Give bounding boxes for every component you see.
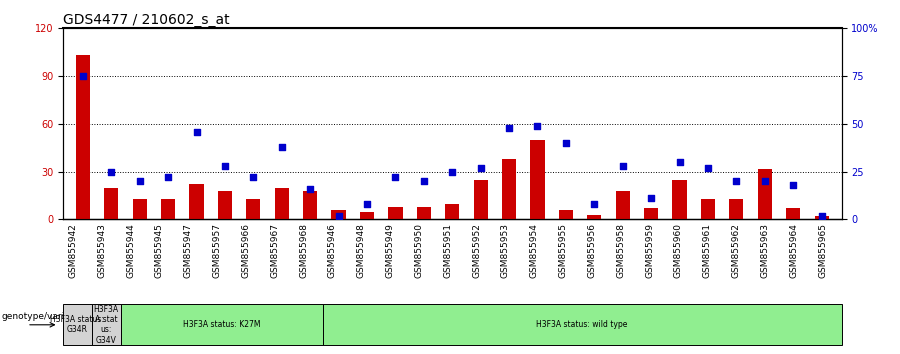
Text: GDS4477 / 210602_s_at: GDS4477 / 210602_s_at (63, 13, 230, 27)
Bar (530, 140, 544, 219)
Point (814, 213, 829, 218)
Bar (758, 169, 772, 219)
Bar (814, 216, 829, 219)
Bar (446, 204, 459, 219)
Point (758, 178, 772, 184)
Point (473, 165, 488, 171)
Bar (672, 179, 687, 219)
Text: GSM855965: GSM855965 (818, 223, 827, 278)
Bar (729, 199, 743, 219)
Text: GSM855948: GSM855948 (356, 223, 365, 278)
Bar (132, 199, 147, 219)
Text: GSM855964: GSM855964 (789, 223, 798, 278)
Point (331, 213, 346, 218)
Text: GSM855952: GSM855952 (472, 223, 482, 278)
Text: GSM855962: GSM855962 (732, 223, 741, 278)
Text: GSM855960: GSM855960 (674, 223, 683, 278)
Point (701, 165, 716, 171)
Point (247, 175, 261, 180)
Bar (360, 211, 374, 219)
Text: GSM855947: GSM855947 (184, 223, 193, 278)
Point (104, 169, 119, 175)
Bar (303, 191, 318, 219)
Text: GSM855963: GSM855963 (760, 223, 770, 278)
Point (76, 73, 90, 79)
Bar (502, 159, 517, 219)
Text: genotype/variation: genotype/variation (2, 312, 88, 321)
Point (587, 201, 601, 207)
Bar (274, 188, 289, 219)
Point (274, 144, 289, 150)
Point (502, 125, 517, 131)
Point (616, 163, 630, 169)
Bar (417, 207, 431, 219)
Text: GSM855961: GSM855961 (703, 223, 712, 278)
Text: GSM855957: GSM855957 (212, 223, 221, 278)
Text: GSM855943: GSM855943 (97, 223, 106, 278)
Text: GSM855968: GSM855968 (299, 223, 308, 278)
Text: GSM855950: GSM855950 (414, 223, 423, 278)
Bar (161, 199, 176, 219)
Text: GSM855946: GSM855946 (328, 223, 337, 278)
Point (417, 178, 431, 184)
Bar (104, 188, 119, 219)
Text: H3F3A
A stat
us:
G34V: H3F3A A stat us: G34V (94, 305, 119, 345)
Point (360, 201, 374, 207)
Point (729, 178, 743, 184)
Text: GSM855942: GSM855942 (68, 223, 77, 278)
Bar (587, 215, 601, 219)
Point (559, 140, 573, 146)
Bar (786, 208, 800, 219)
Point (218, 163, 232, 169)
Point (672, 159, 687, 165)
Bar (559, 210, 573, 219)
Bar (331, 210, 346, 219)
Point (161, 175, 176, 180)
Point (644, 196, 658, 201)
Bar (388, 207, 402, 219)
Point (388, 175, 402, 180)
Point (132, 178, 147, 184)
Bar (473, 179, 488, 219)
Bar (76, 55, 90, 219)
Text: GSM855951: GSM855951 (443, 223, 452, 278)
Text: GSM855959: GSM855959 (645, 223, 654, 278)
Point (530, 123, 544, 129)
Bar (701, 199, 716, 219)
Bar (189, 184, 203, 219)
Text: H3F3A status:
G34R: H3F3A status: G34R (50, 315, 104, 335)
Bar (644, 208, 658, 219)
Bar (218, 191, 232, 219)
Text: GSM855966: GSM855966 (241, 223, 250, 278)
Point (303, 186, 318, 192)
Text: GSM855953: GSM855953 (501, 223, 510, 278)
Bar (616, 191, 630, 219)
Text: GSM855954: GSM855954 (530, 223, 539, 278)
Point (446, 169, 460, 175)
Point (786, 182, 800, 188)
Text: GSM855967: GSM855967 (270, 223, 279, 278)
Text: GSM855945: GSM855945 (155, 223, 164, 278)
Text: H3F3A status: wild type: H3F3A status: wild type (536, 320, 627, 329)
Point (189, 129, 203, 135)
Text: GSM855958: GSM855958 (616, 223, 625, 278)
Text: GSM855944: GSM855944 (126, 223, 135, 278)
Bar (247, 199, 260, 219)
Text: GSM855955: GSM855955 (559, 223, 568, 278)
Text: GSM855949: GSM855949 (385, 223, 394, 278)
Text: GSM855956: GSM855956 (588, 223, 597, 278)
Text: H3F3A status: K27M: H3F3A status: K27M (183, 320, 260, 329)
